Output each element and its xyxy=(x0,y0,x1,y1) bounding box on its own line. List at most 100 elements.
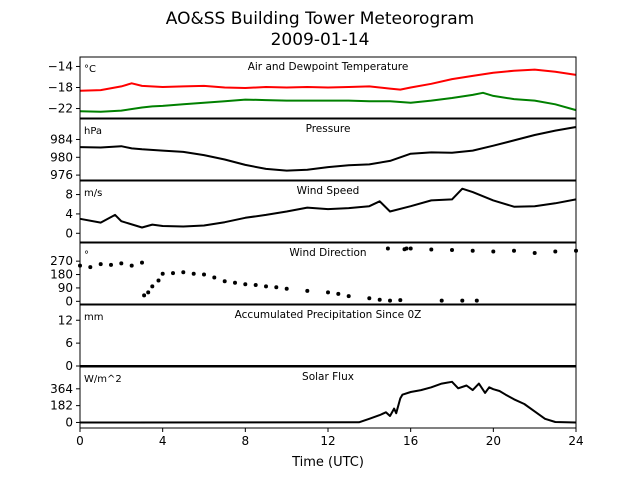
panel-3-series-line xyxy=(79,187,577,229)
panel-4-point xyxy=(140,260,144,265)
panel-4-point xyxy=(146,290,151,295)
panel-2-series-line xyxy=(79,126,577,172)
chart-title: AO&SS Building Tower Meteorogram xyxy=(166,9,474,29)
panel-4-point xyxy=(553,249,558,254)
panel-4-point xyxy=(460,298,465,303)
y-tick-label: 90 xyxy=(58,281,73,295)
panel-4-point xyxy=(377,297,382,302)
y-tick-label: −18 xyxy=(48,81,73,95)
panel-5: 12 6 0 mm Accumulated Precipitation Since 0Z xyxy=(58,304,577,373)
y-tick-label: 0 xyxy=(65,359,73,373)
panel-4-point xyxy=(181,270,186,275)
y-tick-label: 0 xyxy=(65,226,73,240)
panel-4-point xyxy=(284,286,289,291)
y-tick-label: 0 xyxy=(65,294,73,308)
panel-4-point xyxy=(491,249,496,254)
panel-4-point xyxy=(326,290,330,295)
y-tick-label: 180 xyxy=(50,268,73,282)
chart-panels: −14 −18 −22 °C Air and Dewpoint Temperature 9… xyxy=(48,56,578,429)
panel-title: Air and Dewpoint Temperature xyxy=(248,61,409,73)
panel-4-point xyxy=(160,271,165,276)
y-tick-label: −22 xyxy=(48,102,73,116)
panel-4-point xyxy=(512,248,516,253)
x-tick-label: 24 xyxy=(568,434,583,448)
y-tick-label: 364 xyxy=(50,382,73,396)
panel-4-point xyxy=(388,298,392,303)
x-tick-label: 0 xyxy=(76,434,84,448)
panel-4-point xyxy=(439,298,444,303)
panel-unit-label: °C xyxy=(84,64,96,75)
panel-2-frame xyxy=(79,118,577,181)
panel-4-point xyxy=(305,288,310,293)
panel-4-point xyxy=(88,265,93,270)
y-tick-label: 8 xyxy=(65,188,73,202)
panel-4-point xyxy=(398,298,403,303)
panel-4-point xyxy=(191,271,196,276)
y-tick-label: −14 xyxy=(48,59,73,73)
panel-4-point xyxy=(212,275,217,280)
panel-4-point xyxy=(156,278,161,283)
panel-unit-label: mm xyxy=(84,312,103,323)
panel-4-frame xyxy=(79,242,577,305)
panel-4-point xyxy=(253,283,258,287)
x-tick-label: 16 xyxy=(403,434,418,448)
panel-4-point xyxy=(142,293,147,298)
x-tick-label: 4 xyxy=(159,434,167,448)
panel-unit-label: W/m^2 xyxy=(84,374,122,385)
panel-4-point xyxy=(429,247,434,252)
panel-4-point xyxy=(98,262,103,267)
panel-title: Wind Direction xyxy=(289,247,366,259)
panel-1-series-line xyxy=(79,91,577,113)
y-tick-label: 4 xyxy=(65,207,73,221)
chart-subtitle: 2009-01-14 xyxy=(271,30,370,50)
panel-title: Wind Speed xyxy=(297,185,360,197)
panel-unit-label: m/s xyxy=(84,188,102,199)
y-tick-label: 6 xyxy=(65,336,73,350)
panel-unit-label: ° xyxy=(84,250,89,261)
panel-4-point xyxy=(346,294,351,299)
panel-3: 8 4 0 m/s Wind Speed xyxy=(65,180,577,243)
panel-5-frame xyxy=(79,304,577,367)
panel-4-point xyxy=(129,263,134,268)
x-axis-label: Time (UTC) xyxy=(291,455,364,470)
panel-4-point xyxy=(532,251,537,255)
panel-title: Accumulated Precipitation Since 0Z xyxy=(235,309,422,321)
panel-4-point xyxy=(202,272,206,277)
y-tick-label: 270 xyxy=(50,254,73,268)
panel-6: 364 182 0 W/m^2 Solar Flux xyxy=(50,366,577,429)
panel-4-point xyxy=(233,280,237,285)
y-tick-label: 12 xyxy=(58,313,73,327)
panel-4-point xyxy=(450,248,454,252)
panel-6-series-line xyxy=(79,380,577,424)
panel-4-point xyxy=(408,246,413,251)
panel-4-point xyxy=(109,262,113,267)
x-tick-label: 12 xyxy=(320,434,335,448)
panel-4-point xyxy=(470,248,475,253)
panel-4-point xyxy=(336,291,341,296)
panel-4-point xyxy=(264,284,268,289)
panel-4-point xyxy=(119,261,124,266)
panel-3-frame xyxy=(79,180,577,243)
y-tick-label: 984 xyxy=(50,132,73,146)
x-tick-label: 8 xyxy=(242,434,250,448)
y-tick-label: 182 xyxy=(50,399,73,413)
y-tick-label: 976 xyxy=(50,168,73,182)
panel-4-point xyxy=(171,271,175,276)
y-tick-label: 0 xyxy=(65,415,73,429)
panel-4-point xyxy=(367,296,372,301)
panel-title: Pressure xyxy=(306,123,351,135)
panel-unit-label: hPa xyxy=(84,126,102,137)
panel-4-point xyxy=(274,285,279,290)
panel-4-point xyxy=(385,246,390,251)
panel-1: −14 −18 −22 °C Air and Dewpoint Temperature xyxy=(48,56,577,119)
panel-4-point xyxy=(404,246,409,251)
panel-title: Solar Flux xyxy=(302,371,354,383)
panel-4-point xyxy=(243,282,248,287)
x-tick-label: 20 xyxy=(486,434,501,448)
panel-4-point xyxy=(474,298,479,303)
panel-4-point xyxy=(222,279,227,284)
panel-4-point xyxy=(150,284,155,289)
y-tick-label: 980 xyxy=(50,150,73,164)
